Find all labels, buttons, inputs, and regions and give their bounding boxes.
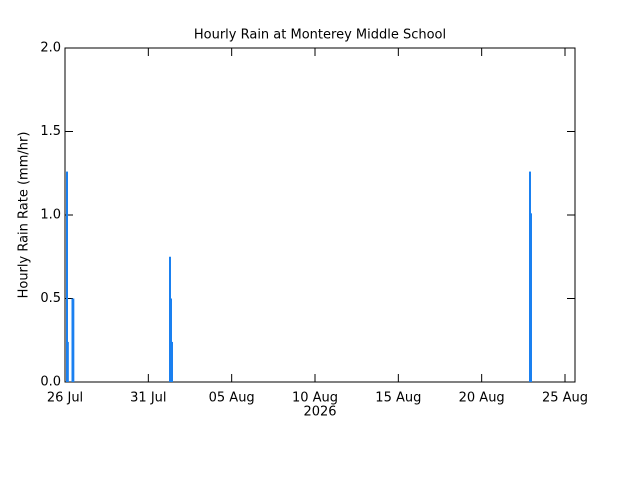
bar (170, 298, 172, 382)
y-tick-label: 0.0 (40, 375, 61, 390)
x-axis-label: 2026 (303, 405, 336, 420)
bar (66, 171, 68, 382)
bar (171, 341, 173, 382)
x-tick-label: 15 Aug (375, 391, 421, 406)
y-tick-label: 0.5 (40, 291, 61, 306)
y-axis-label: Hourly Rain Rate (mm/hr) (17, 132, 32, 299)
x-tick-label: 26 Jul (47, 391, 83, 406)
chart-title: Hourly Rain at Monterey Middle School (194, 28, 446, 43)
y-tick-label: 1.0 (40, 208, 61, 223)
x-tick-label: 05 Aug (209, 391, 255, 406)
bar (530, 213, 532, 382)
x-tick-label: 10 Aug (292, 391, 338, 406)
x-tick-label: 25 Aug (542, 391, 588, 406)
x-tick-label: 20 Aug (459, 391, 505, 406)
x-tick-label: 31 Jul (130, 391, 166, 406)
bar (66, 341, 69, 382)
y-tick-label: 1.5 (40, 124, 61, 139)
y-tick-label: 2.0 (40, 41, 61, 56)
bar (72, 298, 75, 382)
